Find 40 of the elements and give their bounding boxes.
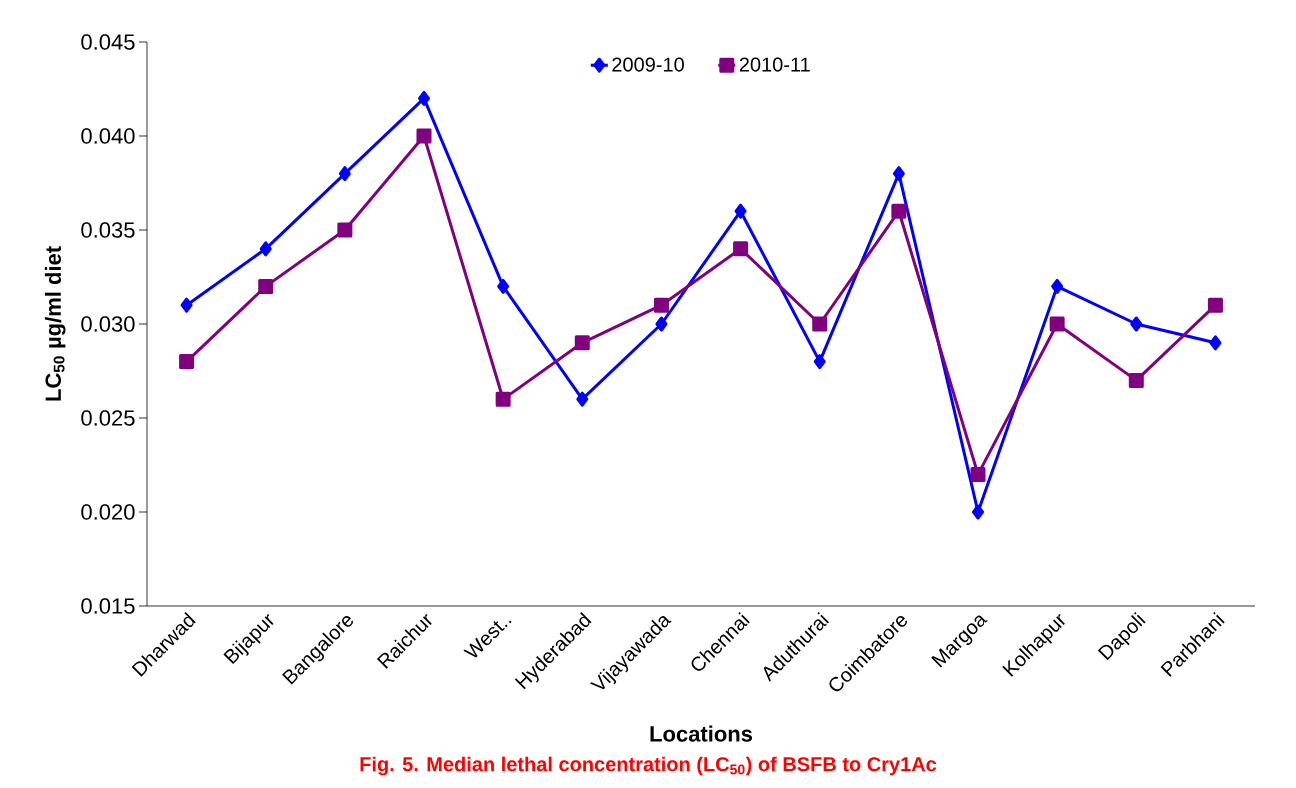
point — [179, 354, 195, 370]
y-tick-label: 0.025 — [81, 410, 135, 426]
point — [497, 278, 510, 294]
point — [812, 316, 828, 332]
y-tick-label: 0.015 — [81, 598, 135, 614]
point — [891, 203, 907, 219]
point — [258, 278, 274, 294]
point — [1130, 316, 1143, 332]
point — [734, 203, 747, 219]
y-axis-title: LC$_{50}$ µg/ml diet — [44, 246, 66, 401]
point — [574, 335, 590, 351]
point — [418, 90, 430, 106]
point — [338, 166, 351, 182]
point — [655, 316, 668, 332]
point — [813, 354, 826, 370]
point — [653, 297, 669, 313]
point — [416, 128, 432, 144]
point — [1049, 316, 1065, 332]
y-tick-label: 0.035 — [81, 222, 135, 238]
text: Fig. 5. Median lethal concentration (LC$_{50}$) of BSFB to Cry1Ac — [360, 756, 937, 776]
point — [970, 466, 986, 482]
y-tick-label: 0.030 — [81, 316, 135, 332]
point — [495, 391, 511, 407]
point — [337, 222, 353, 238]
y-tick-label: 0.045 — [81, 34, 135, 50]
point — [1128, 372, 1144, 388]
point — [1207, 297, 1223, 313]
point — [733, 241, 749, 257]
y-tick-label: 0.020 — [81, 504, 135, 520]
point — [576, 391, 589, 407]
legend-label: 2009-10 — [612, 57, 684, 72]
y-tick-label: 0.040 — [81, 128, 135, 144]
point — [259, 241, 272, 257]
legend-label: 2010-11 — [739, 57, 810, 72]
x-axis-title: Locations — [650, 725, 753, 742]
point — [972, 504, 985, 520]
point — [180, 297, 193, 313]
point — [1051, 278, 1064, 294]
point — [1209, 335, 1222, 351]
point — [892, 166, 905, 182]
